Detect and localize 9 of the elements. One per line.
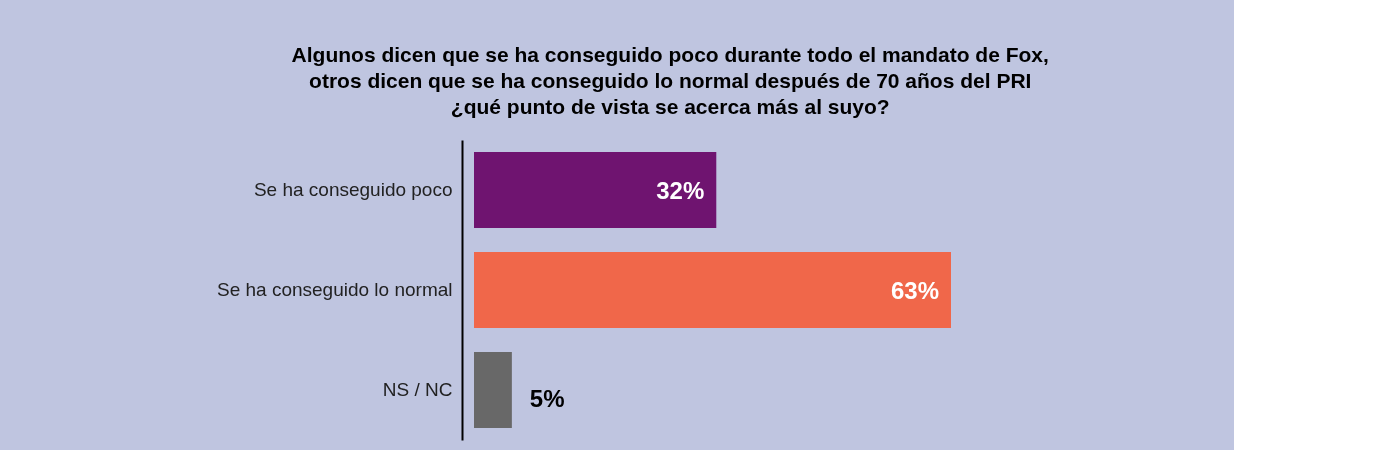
data-label: 5% [529, 385, 565, 412]
y-tick-label: NS / NC [382, 379, 453, 400]
y-tick-label: Se ha conseguido lo normal [216, 279, 453, 300]
text: otros dicen que se ha conseguido lo normal después de 70 años del PRI [309, 69, 1032, 92]
y-tick-label: Se ha conseguido poco [253, 179, 453, 200]
text: ¿qué punto de vista se acerca más al suyo? [450, 95, 890, 118]
data-label: 32% [656, 177, 705, 204]
data-label: 63% [890, 277, 939, 304]
text: Algunos dicen que se ha conseguido poco durante todo el mandato de Fox, [291, 43, 1049, 66]
